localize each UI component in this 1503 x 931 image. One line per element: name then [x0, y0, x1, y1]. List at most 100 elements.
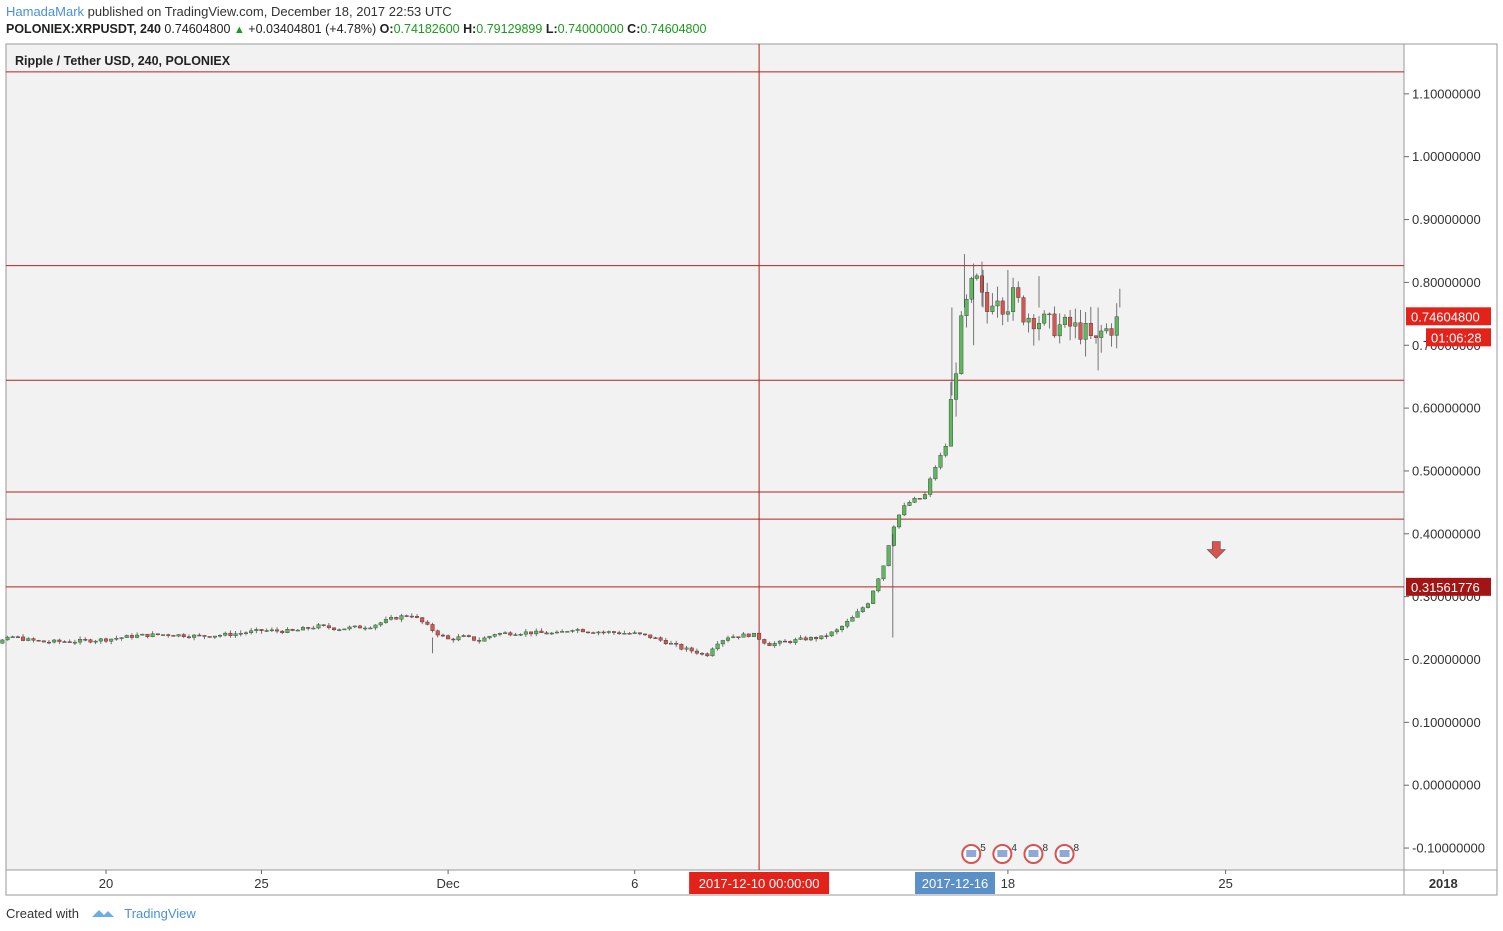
author-link[interactable]: HamadaMark — [6, 4, 85, 19]
y-tick-label: 0.90000000 — [1412, 212, 1481, 227]
close-value: 0.74604800 — [640, 22, 707, 36]
event-count: 5 — [980, 843, 986, 854]
last-value: 0.74604800 — [164, 22, 231, 36]
level-price-badge — [1406, 577, 1491, 596]
high-label: H: — [463, 22, 477, 36]
candle-up — [632, 632, 637, 634]
candle-down — [1109, 328, 1114, 336]
candle-up — [78, 638, 83, 643]
candle-down — [1078, 322, 1083, 340]
candle-up — [233, 633, 238, 636]
countdown-label: 01:06:28 — [1431, 330, 1482, 345]
candle-down — [1068, 316, 1073, 327]
candle-up — [513, 634, 518, 636]
candle-up — [0, 639, 5, 644]
price-chart[interactable]: 1.10000000 1.00000000 0.90000000 0.80000000… — [0, 0, 1503, 900]
flag-stripes — [1028, 850, 1039, 857]
candle-down — [788, 641, 793, 643]
candle-up — [52, 639, 57, 643]
candle-down — [466, 635, 471, 637]
candle-up — [373, 624, 378, 629]
arrow-down-icon[interactable] — [1206, 541, 1226, 559]
axis-corner — [1403, 869, 1498, 896]
candle-down — [83, 638, 88, 641]
candle-up — [1104, 328, 1109, 332]
candle-down — [207, 636, 212, 638]
price-axis[interactable] — [1403, 43, 1498, 871]
candle-up — [777, 640, 782, 644]
candle-down — [186, 636, 191, 638]
event-count: 8 — [1042, 843, 1048, 854]
candle-up — [549, 632, 554, 635]
candle-down — [332, 627, 337, 630]
candle-up — [295, 629, 300, 632]
candle-up — [876, 578, 881, 592]
candle-down — [46, 641, 51, 644]
candle-down — [757, 632, 762, 640]
candle-down — [472, 636, 477, 641]
candle-up — [26, 638, 31, 641]
candle-up — [570, 630, 575, 632]
close-label: C: — [627, 22, 641, 36]
candle-down — [103, 638, 108, 642]
flag-stripes — [997, 850, 1008, 857]
candle-down — [824, 635, 829, 638]
footer: Created with TradingView — [6, 906, 196, 922]
candle-down — [57, 639, 62, 642]
candle-down — [425, 621, 430, 625]
level-price-label: 0.31561776 — [1411, 580, 1480, 595]
candle-down — [1031, 317, 1036, 330]
candle-up — [1073, 322, 1078, 327]
candle-down — [544, 632, 549, 635]
high-value: 0.79129899 — [476, 22, 543, 36]
candle-up — [212, 635, 217, 638]
candle-up — [928, 478, 933, 495]
event-count: 4 — [1011, 843, 1017, 854]
candle-down — [394, 617, 399, 620]
candle-up — [176, 634, 181, 637]
candle-up — [461, 635, 466, 637]
candle-down — [917, 498, 922, 500]
candle-down — [306, 627, 311, 629]
candle-down — [762, 639, 767, 644]
last-price-label: 0.74604800 — [1411, 309, 1480, 324]
candle-up — [554, 631, 559, 634]
candle-down — [529, 631, 534, 635]
candle-up — [487, 635, 492, 639]
low-value: 0.74000000 — [557, 22, 624, 36]
tradingview-link[interactable]: TradingView — [124, 906, 196, 921]
candle-up — [124, 635, 129, 638]
range-time-label: 2017-12-16 — [922, 876, 989, 891]
candle-down — [700, 653, 705, 655]
candle-down — [430, 624, 435, 631]
candle-down — [1094, 335, 1099, 338]
candle-down — [31, 638, 36, 641]
candle-up — [943, 445, 948, 456]
plot-area[interactable] — [5, 43, 1405, 871]
candle-up — [337, 629, 342, 631]
candle-up — [140, 633, 145, 636]
candle-up — [311, 627, 316, 630]
candle-down — [275, 629, 280, 632]
candle-up — [886, 545, 891, 567]
candle-down — [41, 640, 46, 643]
candle-down — [1021, 297, 1026, 323]
open-value: 0.74182600 — [393, 22, 460, 36]
candle-up — [399, 615, 404, 620]
candle-up — [606, 631, 611, 633]
candle-down — [814, 637, 819, 640]
candle-up — [793, 639, 798, 643]
candle-down — [290, 629, 295, 631]
candle-down — [539, 630, 544, 634]
change-up-icon: ▲ — [233, 24, 245, 36]
candle-down — [705, 653, 710, 657]
y-tick-label: 1.10000000 — [1412, 86, 1481, 101]
candle-down — [15, 636, 20, 638]
candle-up — [969, 278, 974, 300]
candle-down — [979, 275, 984, 293]
candle-down — [508, 632, 513, 636]
candle-down — [197, 634, 202, 637]
candle-up — [948, 399, 953, 447]
candle-up — [954, 373, 959, 400]
candle-up — [860, 607, 865, 612]
